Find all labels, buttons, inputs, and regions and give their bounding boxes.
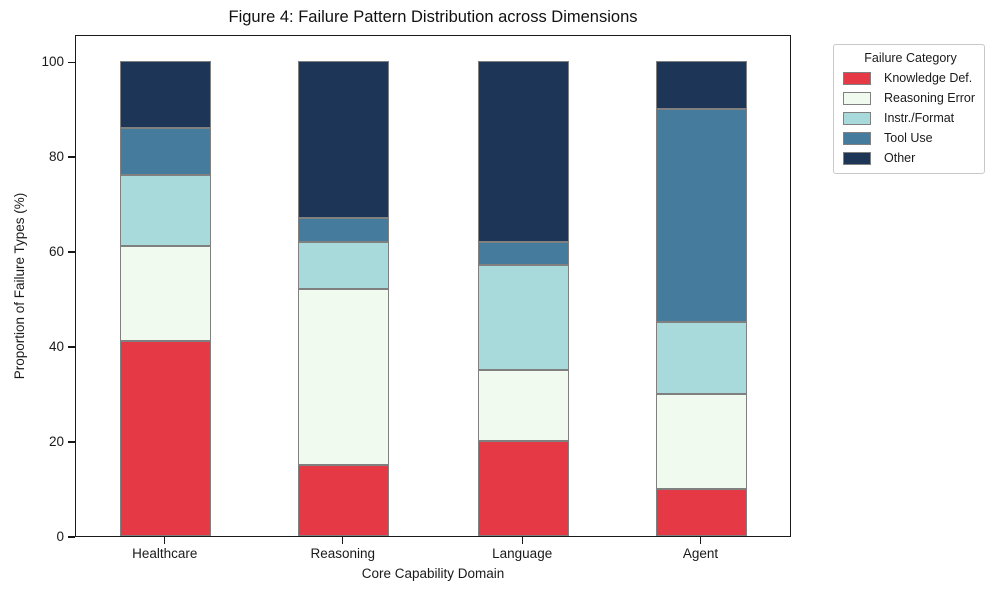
y-tick-mark	[68, 346, 75, 348]
legend-label: Instr./Format	[884, 111, 955, 125]
bar-segment-reasoning-instr-format	[298, 241, 390, 290]
x-tick-mark	[521, 537, 523, 544]
bar-segment-healthcare-tool-use	[120, 127, 212, 176]
bar-segment-agent-instr-format	[656, 322, 747, 394]
x-tick-label-healthcare: Healthcare	[132, 546, 198, 561]
legend-swatch-reasoning-error	[843, 91, 871, 105]
bar-segment-agent-knowledge-def	[656, 488, 747, 536]
legend-swatch-tool-use	[843, 131, 871, 145]
legend-swatch-other	[843, 151, 871, 165]
y-tick-label: 20	[48, 434, 64, 450]
bar-segment-reasoning-tool-use	[298, 217, 390, 242]
x-tick-mark	[699, 537, 702, 544]
legend-label: Tool Use	[884, 131, 933, 145]
x-tick-label-language: Language	[492, 546, 553, 561]
bar-segment-healthcare-knowledge-def	[120, 341, 212, 536]
legend-label: Other	[884, 151, 916, 165]
plot-area	[75, 35, 791, 537]
legend-label: Reasoning Error	[884, 91, 976, 105]
y-tick-mark	[68, 61, 75, 63]
y-tick-label: 40	[48, 339, 64, 355]
legend-row-other: Other	[843, 148, 978, 168]
y-tick-mark	[68, 441, 75, 443]
bar-segment-agent-other	[656, 61, 747, 109]
x-tick-label-reasoning: Reasoning	[310, 546, 376, 561]
legend-row-instr-format: Instr./Format	[843, 108, 978, 128]
legend-row-tool-use: Tool Use	[843, 128, 978, 148]
bar-segment-agent-reasoning-error	[656, 393, 747, 489]
y-tick-label: 80	[48, 149, 64, 165]
bar-segment-reasoning-knowledge-def	[298, 464, 390, 536]
bar-segment-language-reasoning-error	[477, 369, 569, 442]
bar-segment-language-instr-format	[477, 265, 569, 370]
bar-segment-reasoning-other	[298, 61, 390, 218]
y-tick-mark	[68, 536, 75, 538]
y-tick-mark	[68, 251, 75, 253]
chart-title: Figure 4: Failure Pattern Distribution a…	[228, 8, 638, 26]
bar-segment-language-knowledge-def	[477, 441, 569, 536]
legend-box: Failure Category Knowledge Def. Reasoning…	[833, 44, 985, 174]
bar-segment-agent-tool-use	[656, 108, 747, 323]
legend-row-reasoning-error: Reasoning Error	[843, 88, 978, 108]
legend-swatch-instr-format	[843, 111, 871, 125]
bar-segment-healthcare-reasoning-error	[120, 246, 212, 342]
x-tick-mark	[342, 537, 344, 544]
bar-segment-language-other	[477, 61, 569, 242]
y-tick-label: 0	[56, 529, 64, 544]
legend-row-knowledge-def: Knowledge Def.	[843, 68, 978, 88]
y-tick-label: 60	[48, 244, 64, 260]
y-tick-mark	[68, 156, 75, 158]
x-tick-label-agent: Agent	[682, 546, 719, 561]
legend-rows: Knowledge Def. Reasoning Error Instr./Form…	[843, 68, 978, 168]
bar-segment-healthcare-instr-format	[120, 175, 212, 247]
bar-segment-reasoning-reasoning-error	[298, 289, 390, 465]
bar-segment-healthcare-other	[120, 61, 212, 128]
bar-segment-language-tool-use	[477, 241, 569, 266]
legend-title: Failure Category	[864, 51, 957, 65]
legend-label: Knowledge Def.	[884, 71, 973, 85]
y-tick-label: 100	[41, 54, 64, 70]
legend-swatch-knowledge-def	[843, 71, 871, 85]
x-tick-mark	[164, 537, 166, 544]
y-axis-label: Proportion of Failure Types (%)	[12, 192, 27, 380]
x-axis-label: Core Capability Domain	[361, 566, 505, 581]
